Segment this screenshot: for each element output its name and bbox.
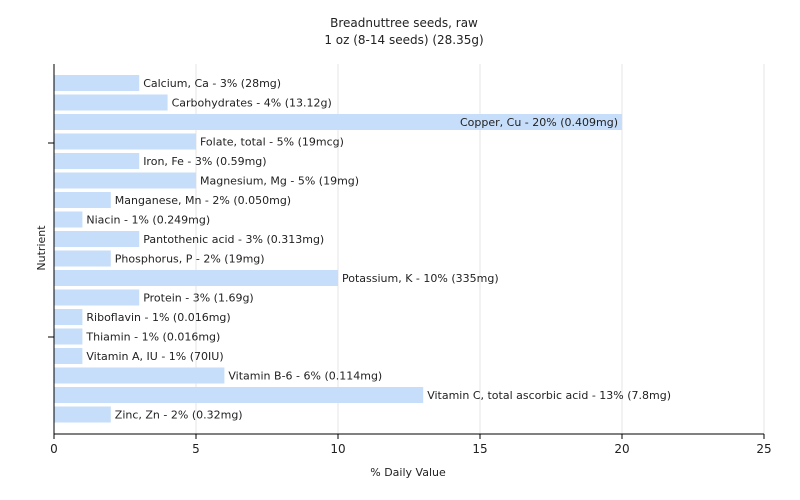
x-tick-label: 0 <box>50 442 58 456</box>
bar-label: Phosphorus, P - 2% (19mg) <box>115 253 265 266</box>
x-tick-label: 10 <box>330 442 345 456</box>
bar-label: Copper, Cu - 20% (0.409mg) <box>460 116 618 129</box>
x-axis-ticks: 0 5 10 15 20 25 <box>50 434 772 456</box>
bar-label: Niacin - 1% (0.249mg) <box>86 214 210 227</box>
bar <box>54 250 111 267</box>
bar <box>54 387 424 403</box>
bar <box>54 367 225 384</box>
bar <box>54 328 83 345</box>
bar-label: Carbohydrates - 4% (13.12g) <box>172 97 332 110</box>
bar-label: Vitamin B-6 - 6% (0.114mg) <box>228 370 382 383</box>
bar <box>54 94 168 111</box>
bar-label: Iron, Fe - 3% (0.59mg) <box>143 155 266 168</box>
bar-label: Pantothenic acid - 3% (0.313mg) <box>143 233 324 246</box>
axes <box>48 64 764 435</box>
bar <box>54 192 111 208</box>
bar-label: Protein - 3% (1.69g) <box>143 292 254 305</box>
bar-label: Riboflavin - 1% (0.016mg) <box>86 311 230 324</box>
chart-subtitle: 1 oz (8-14 seeds) (28.35g) <box>324 33 483 47</box>
bar <box>54 75 140 91</box>
bars: Calcium, Ca - 3% (28mg) Carbohydrates - 4… <box>54 75 671 423</box>
x-tick-label: 15 <box>472 442 487 456</box>
bar <box>54 348 83 364</box>
x-tick-label: 5 <box>192 442 200 456</box>
x-tick-label: 20 <box>614 442 629 456</box>
bar-label: Folate, total - 5% (19mcg) <box>200 136 344 149</box>
bar <box>54 309 83 325</box>
bar <box>54 289 140 306</box>
y-axis-label: Nutrient <box>35 225 48 271</box>
bar-label: Vitamin A, IU - 1% (70IU) <box>86 350 223 363</box>
bar-label: Vitamin C, total ascorbic acid - 13% (7.… <box>427 389 671 402</box>
x-axis-label: % Daily Value <box>370 466 446 479</box>
chart-title: Breadnuttree seeds, raw <box>330 16 478 30</box>
bar <box>54 406 111 423</box>
bar-label: Manganese, Mn - 2% (0.050mg) <box>115 194 291 207</box>
bar <box>54 133 196 150</box>
bar-label: Thiamin - 1% (0.016mg) <box>85 331 220 344</box>
bar <box>54 211 83 228</box>
bar <box>54 172 196 189</box>
bar-label: Magnesium, Mg - 5% (19mg) <box>200 175 359 188</box>
bar <box>54 231 140 247</box>
bar <box>54 114 622 130</box>
bar-label: Zinc, Zn - 2% (0.32mg) <box>115 409 243 422</box>
bar-label: Potassium, K - 10% (335mg) <box>342 272 499 285</box>
bar-label: Calcium, Ca - 3% (28mg) <box>143 77 281 90</box>
bar <box>54 270 338 286</box>
bar <box>54 153 140 169</box>
x-tick-label: 25 <box>756 442 771 456</box>
